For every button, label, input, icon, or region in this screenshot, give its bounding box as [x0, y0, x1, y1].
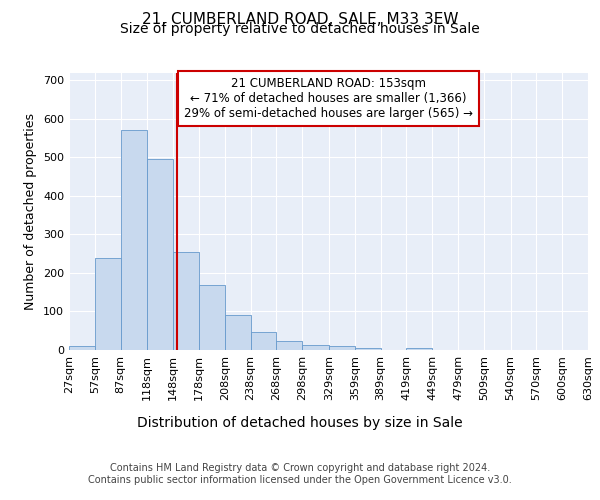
Bar — [302, 346, 329, 350]
Bar — [355, 348, 380, 350]
Bar — [225, 316, 251, 350]
Bar — [199, 285, 225, 350]
Bar — [69, 346, 95, 350]
Text: Distribution of detached houses by size in Sale: Distribution of detached houses by size … — [137, 416, 463, 430]
Bar — [277, 341, 302, 350]
Bar — [121, 130, 148, 350]
Bar — [148, 159, 173, 350]
Text: Contains HM Land Registry data © Crown copyright and database right 2024.
Contai: Contains HM Land Registry data © Crown c… — [88, 464, 512, 485]
Bar — [329, 346, 355, 350]
Bar — [251, 332, 277, 350]
Text: 21 CUMBERLAND ROAD: 153sqm
← 71% of detached houses are smaller (1,366)
29% of s: 21 CUMBERLAND ROAD: 153sqm ← 71% of deta… — [184, 76, 473, 120]
Bar — [95, 258, 121, 350]
Text: Size of property relative to detached houses in Sale: Size of property relative to detached ho… — [120, 22, 480, 36]
Bar — [406, 348, 432, 350]
Y-axis label: Number of detached properties: Number of detached properties — [25, 113, 37, 310]
Bar — [173, 252, 199, 350]
Text: 21, CUMBERLAND ROAD, SALE, M33 3EW: 21, CUMBERLAND ROAD, SALE, M33 3EW — [142, 12, 458, 28]
